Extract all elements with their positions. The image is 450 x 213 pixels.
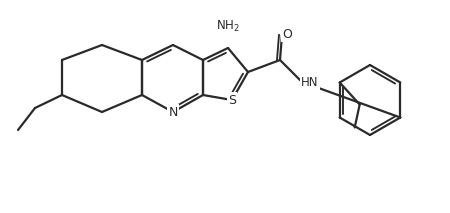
Text: O: O (282, 27, 292, 40)
Text: NH$_2$: NH$_2$ (216, 19, 240, 34)
Text: N: N (168, 105, 178, 118)
Text: HN: HN (301, 75, 319, 88)
Text: S: S (228, 94, 236, 106)
